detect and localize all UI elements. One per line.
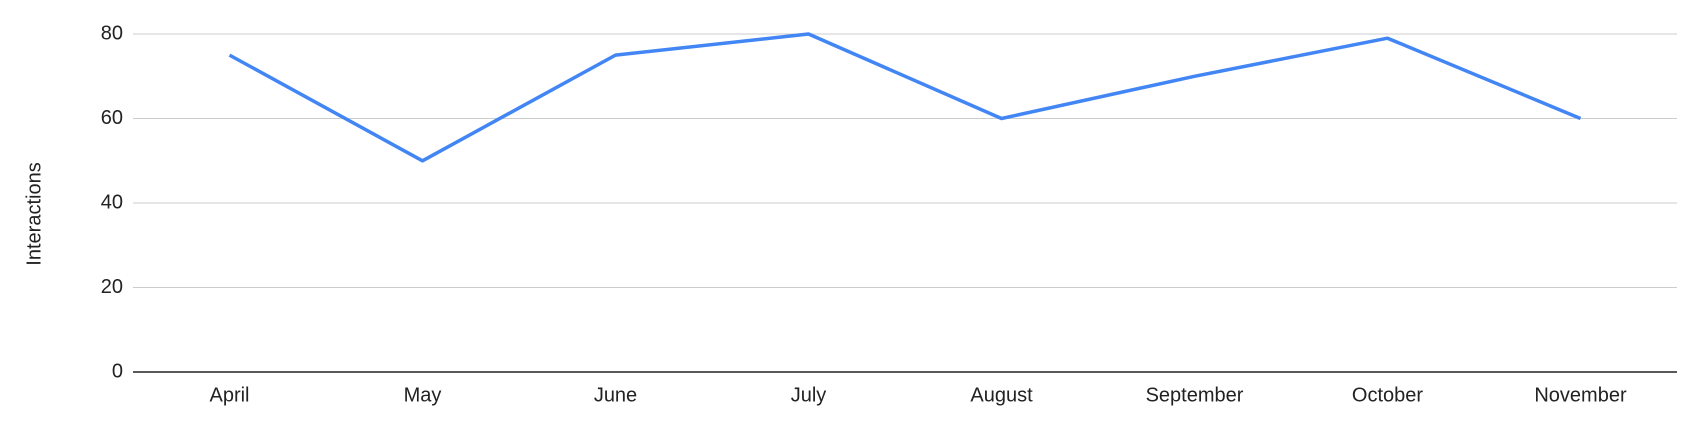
data-line (228, 32, 1582, 163)
x-tick-label: June (594, 384, 637, 406)
y-tick-label: 60 (101, 107, 123, 129)
x-tick-label: October (1352, 384, 1423, 406)
y-tick-label: 40 (101, 191, 123, 213)
x-tick-label: August (970, 384, 1033, 406)
x-tick-label: May (404, 384, 442, 406)
x-tick-label: September (1146, 384, 1244, 406)
y-axis-label: Interactions (23, 162, 45, 265)
y-tick-label: 0 (112, 360, 123, 382)
x-tick-label: July (791, 384, 827, 406)
x-tick-label: November (1534, 384, 1627, 406)
y-tick-label: 80 (101, 22, 123, 44)
y-tick-label: 20 (101, 276, 123, 298)
x-tick-label: April (209, 384, 249, 406)
